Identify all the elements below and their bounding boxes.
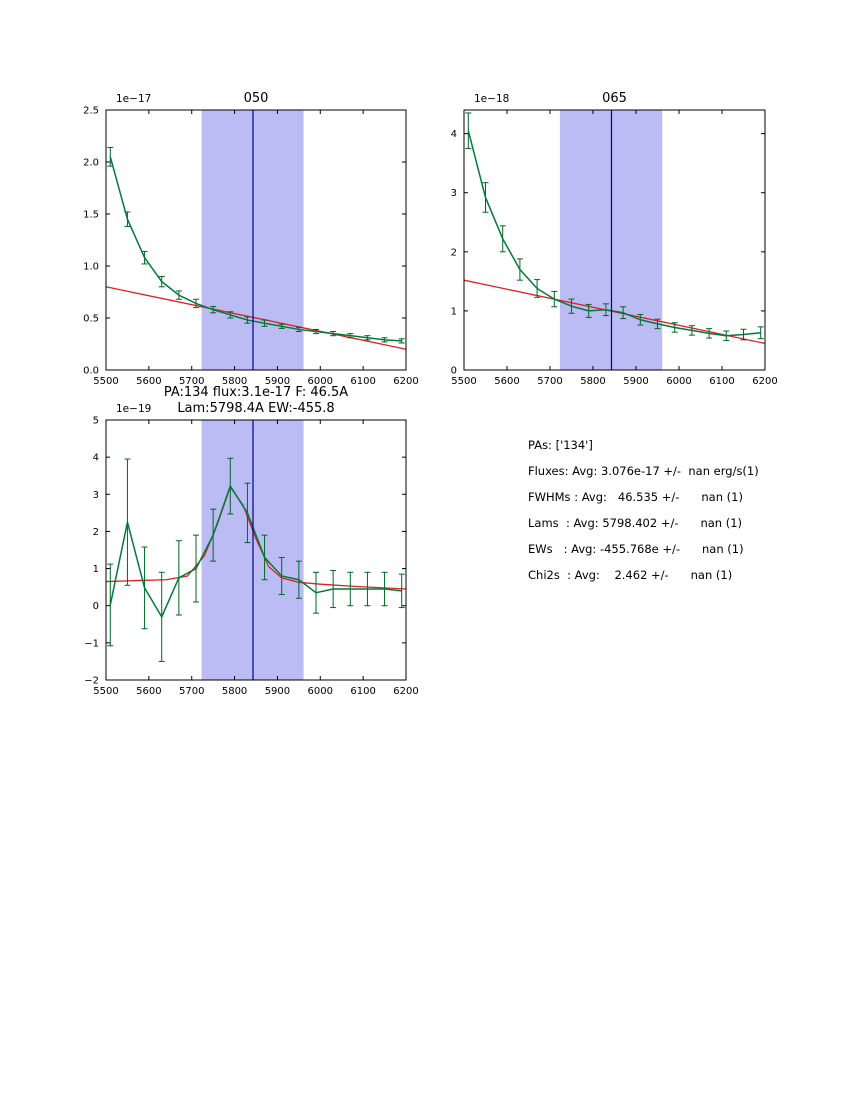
- axes-frame: [463, 109, 766, 371]
- x-tick-label: 5900: [623, 376, 648, 387]
- x-tick-label: 5900: [265, 376, 290, 387]
- y-tick-label: 4: [451, 129, 457, 140]
- x-tick-label: 5700: [179, 376, 204, 387]
- y-tick-label: −2: [84, 676, 99, 687]
- fit-line: [105, 286, 407, 350]
- stats-line-fluxes: Fluxes: Avg: 3.076e-17 +/- nan erg/s(1): [528, 464, 759, 478]
- x-tick-label: 6100: [709, 376, 734, 387]
- y-tick-label: 1.5: [83, 210, 99, 221]
- x-tick-label: 5500: [93, 376, 118, 387]
- chart-pa134: 5500 5600 5700 5800 5900 6000 6100 6200 −2 −1 0 1 2 3…: [84, 385, 418, 697]
- chart-title: PA:134 flux:3.1e-17 F: 46.5A: [164, 385, 348, 400]
- x-tick-label: 5800: [222, 376, 247, 387]
- y-tick-label: 3: [451, 188, 457, 199]
- axes-frame: [105, 419, 407, 681]
- y-tick-label: 2: [93, 527, 99, 538]
- y-tick-label: 1: [93, 564, 99, 575]
- y-tick-label: −1: [84, 638, 99, 649]
- x-tick-label: 5600: [136, 686, 161, 697]
- x-tick-label: 6000: [308, 376, 333, 387]
- stats-line-chi2s: Chi2s : Avg: 2.462 +/- nan (1): [528, 568, 733, 582]
- y-tick-label: 3: [93, 490, 99, 501]
- chart-title: 050: [244, 91, 269, 106]
- x-tick-label: 6100: [350, 376, 375, 387]
- stats-panel: PAs: ['134'] Fluxes: Avg: 3.076e-17 +/- …: [528, 432, 759, 588]
- x-tick-label: 5500: [451, 376, 476, 387]
- y-tick-label: 1.0: [83, 262, 99, 273]
- x-tick-label: 6000: [308, 686, 333, 697]
- y-tick-label: 2.0: [83, 158, 99, 169]
- y-axis-offset-label: 1e−19: [116, 403, 151, 415]
- y-tick-label: 0: [451, 366, 457, 377]
- y-tick-label: 0: [93, 601, 99, 612]
- x-tick-label: 6200: [393, 686, 418, 697]
- y-tick-label: 2: [451, 247, 457, 258]
- stats-line-lams: Lams : Avg: 5798.402 +/- nan (1): [528, 516, 743, 530]
- y-tick-label: 1: [451, 306, 457, 317]
- chart-title: 065: [602, 91, 627, 106]
- stats-line-ews: EWs : Avg: -455.768e +/- nan (1): [528, 542, 744, 556]
- y-tick-label: 5: [93, 416, 99, 427]
- x-tick-label: 5900: [265, 686, 290, 697]
- y-tick-label: 4: [93, 453, 99, 464]
- x-tick-label: 5600: [136, 376, 161, 387]
- x-tick-label: 5500: [93, 686, 118, 697]
- spectrum-line: [467, 130, 761, 337]
- chart-title: Lam:5798.4A EW:-455.8: [177, 401, 334, 416]
- x-tick-label: 6100: [350, 686, 375, 697]
- x-tick-label: 5700: [179, 686, 204, 697]
- x-tick-label: 6000: [666, 376, 691, 387]
- x-tick-label: 5800: [580, 376, 605, 387]
- x-tick-label: 5700: [537, 376, 562, 387]
- x-tick-label: 6200: [752, 376, 777, 387]
- stats-line-fwhms: FWHMs : Avg: 46.535 +/- nan (1): [528, 490, 743, 504]
- y-tick-label: 0.5: [83, 314, 99, 325]
- y-tick-label: 0.0: [83, 366, 99, 377]
- spectrum-line: [109, 156, 402, 342]
- stats-line-pas: PAs: ['134']: [528, 438, 593, 452]
- y-axis-offset-label: 1e−17: [116, 93, 151, 105]
- x-tick-label: 6200: [393, 376, 418, 387]
- x-tick-label: 5600: [494, 376, 519, 387]
- spectrum-line: [109, 484, 402, 619]
- y-axis-offset-label: 1e−18: [474, 93, 509, 105]
- x-tick-label: 5800: [222, 686, 247, 697]
- chart-050: 5500 5600 5700 5800 5900 6000 6100 6200 0.0 0.5 1.…: [83, 91, 419, 387]
- chart-065: 5500 5600 5700 5800 5900 6000 6100 6200 0 1 2 3 4 065…: [451, 91, 778, 387]
- axes-frame: [105, 109, 407, 371]
- y-tick-label: 2.5: [83, 106, 99, 117]
